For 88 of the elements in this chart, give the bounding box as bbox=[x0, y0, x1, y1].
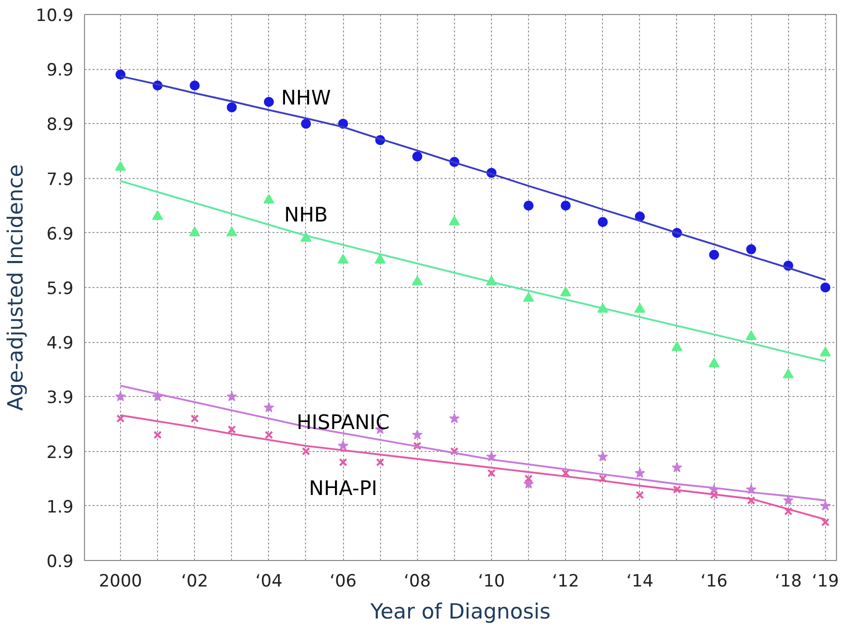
point bbox=[412, 151, 422, 162]
y-tick-label: 1.9 bbox=[46, 497, 74, 518]
line-series bbox=[120, 180, 826, 362]
point bbox=[413, 442, 422, 450]
point bbox=[820, 346, 831, 356]
point bbox=[412, 429, 423, 440]
y-tick-label: 5.9 bbox=[46, 279, 74, 299]
point bbox=[820, 282, 830, 292]
point bbox=[115, 391, 126, 402]
point bbox=[190, 80, 200, 90]
point bbox=[560, 286, 572, 296]
point bbox=[710, 490, 718, 500]
point bbox=[116, 414, 125, 423]
point bbox=[412, 276, 423, 286]
point bbox=[264, 96, 274, 107]
x-axis-title: Year of Diagnosis bbox=[369, 600, 551, 624]
x-tick-label: ‘08 bbox=[404, 572, 431, 592]
point bbox=[338, 254, 349, 264]
point bbox=[708, 358, 720, 368]
x-tick-label: ‘10 bbox=[478, 572, 506, 592]
x-tick-label: ‘16 bbox=[700, 572, 728, 592]
series-label: HISPANIC bbox=[296, 410, 390, 434]
point bbox=[190, 414, 199, 423]
point bbox=[634, 303, 646, 313]
point bbox=[376, 458, 384, 466]
point bbox=[709, 250, 720, 260]
point bbox=[226, 102, 237, 112]
point bbox=[374, 254, 386, 264]
point bbox=[598, 474, 607, 483]
point bbox=[560, 200, 571, 211]
series-label: NHA-PI bbox=[308, 476, 378, 500]
point bbox=[263, 194, 274, 204]
point bbox=[784, 507, 792, 516]
point bbox=[226, 226, 238, 236]
point bbox=[448, 216, 460, 226]
point bbox=[523, 478, 534, 489]
point bbox=[746, 496, 756, 505]
point bbox=[338, 440, 348, 450]
x-tick-label: ‘04 bbox=[255, 572, 282, 592]
point bbox=[523, 292, 534, 302]
y-tick-label: 8.9 bbox=[46, 115, 74, 136]
x-tick-label: 2000 bbox=[98, 572, 142, 592]
point bbox=[598, 451, 608, 462]
x-tick-label: ‘12 bbox=[552, 572, 580, 592]
y-tick-label: 7.9 bbox=[46, 170, 74, 190]
x-tick-label: ‘02 bbox=[181, 572, 208, 592]
point bbox=[746, 330, 757, 340]
point bbox=[821, 518, 830, 526]
y-tick-label: 3.9 bbox=[46, 388, 74, 408]
y-tick-label: 10.9 bbox=[36, 6, 74, 26]
point bbox=[189, 226, 200, 236]
point bbox=[300, 118, 311, 129]
point bbox=[671, 341, 682, 351]
series-label: NHB bbox=[284, 202, 328, 226]
point bbox=[152, 210, 164, 220]
point bbox=[783, 494, 794, 505]
y-tick-label: 2.9 bbox=[46, 442, 74, 463]
point bbox=[450, 447, 459, 456]
point bbox=[302, 447, 310, 456]
point bbox=[672, 462, 682, 472]
point bbox=[672, 485, 682, 494]
x-tick-label: ‘18 bbox=[774, 572, 802, 592]
point bbox=[598, 216, 608, 227]
point bbox=[524, 200, 534, 211]
y-tick-label: 6.9 bbox=[46, 224, 74, 244]
point bbox=[338, 458, 348, 466]
point bbox=[226, 391, 238, 402]
point bbox=[782, 368, 794, 378]
point bbox=[524, 474, 533, 483]
x-tick-label: ‘14 bbox=[626, 572, 654, 592]
point bbox=[264, 402, 274, 412]
y-axis-title: Age-adjusted Incidence bbox=[4, 164, 28, 411]
x-tick-label: ‘19 bbox=[812, 572, 839, 592]
point bbox=[634, 468, 646, 478]
point bbox=[153, 430, 162, 440]
point bbox=[114, 161, 126, 171]
point bbox=[636, 490, 644, 500]
point bbox=[746, 244, 756, 254]
point bbox=[820, 500, 831, 510]
x-tick-label: ‘06 bbox=[330, 572, 357, 592]
y-tick-label: 9.9 bbox=[46, 60, 74, 81]
y-tick-label: 4.9 bbox=[46, 334, 74, 354]
point bbox=[264, 430, 274, 440]
point bbox=[228, 425, 236, 434]
point bbox=[487, 468, 496, 478]
series-label: NHW bbox=[281, 86, 332, 110]
y-tick-label: 0.9 bbox=[46, 552, 74, 572]
point bbox=[449, 413, 460, 424]
